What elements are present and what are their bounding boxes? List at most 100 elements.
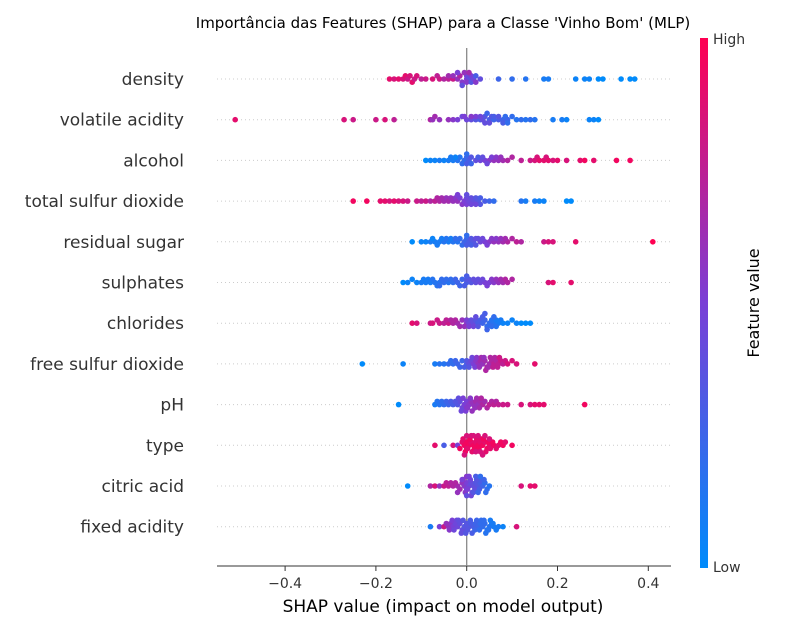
- shap-point: [509, 154, 515, 160]
- shap-point: [460, 517, 466, 524]
- shap-point: [487, 445, 494, 452]
- shap-point: [382, 198, 388, 204]
- shap-point: [457, 323, 463, 330]
- shap-point: [502, 439, 509, 445]
- shap-point: [463, 273, 470, 279]
- shap-point: [427, 523, 434, 530]
- shap-point: [470, 276, 477, 283]
- shap-point: [591, 116, 597, 123]
- shap-point: [618, 76, 624, 82]
- shap-point: [409, 276, 416, 283]
- shap-point: [481, 476, 487, 483]
- shap-point: [484, 242, 490, 248]
- shap-point: [504, 361, 511, 367]
- shap-point: [541, 401, 547, 408]
- shap-point: [563, 157, 570, 164]
- shap-point: [500, 401, 506, 408]
- shap-point: [473, 314, 479, 320]
- shap-point: [452, 317, 459, 323]
- shap-point: [504, 120, 511, 126]
- shap-point: [484, 282, 490, 289]
- shap-point: [461, 69, 468, 76]
- shap-point: [438, 276, 445, 283]
- shap-point: [486, 120, 493, 126]
- shap-point: [404, 483, 411, 489]
- shap-point: [467, 517, 474, 524]
- shap-point: [509, 76, 515, 82]
- shap-point: [484, 160, 490, 167]
- shap-point: [429, 320, 436, 327]
- shap-point: [509, 357, 515, 364]
- shap-point: [518, 116, 524, 123]
- shap-point: [504, 401, 511, 408]
- shap-point: [472, 527, 478, 533]
- row-gridlines: [217, 78, 671, 528]
- shap-point: [448, 357, 454, 364]
- shap-point: [466, 323, 472, 330]
- shap-point: [458, 530, 465, 536]
- shap-point: [475, 489, 481, 496]
- shap-point: [459, 82, 466, 89]
- shap-points: [232, 69, 656, 536]
- shap-point: [541, 239, 547, 245]
- shap-point: [581, 401, 588, 408]
- shap-point: [436, 76, 443, 82]
- colorbar-label: Feature value: [744, 248, 763, 357]
- shap-point: [436, 523, 443, 530]
- shap-point: [509, 276, 515, 283]
- shap-point: [359, 361, 366, 367]
- shap-point: [432, 157, 438, 164]
- shap-point: [495, 401, 502, 408]
- shap-point: [504, 157, 511, 164]
- shap-point: [483, 489, 489, 496]
- shap-point: [432, 113, 438, 120]
- shap-point: [482, 432, 488, 439]
- shap-point: [482, 198, 488, 204]
- shap-point: [500, 523, 506, 530]
- shap-point: [448, 398, 454, 405]
- shap-point: [409, 239, 416, 245]
- shap-point: [502, 276, 509, 283]
- shap-point: [545, 157, 552, 164]
- shap-point: [470, 432, 477, 439]
- shap-point: [454, 69, 461, 76]
- shap-point: [484, 110, 490, 117]
- shap-point: [485, 364, 492, 370]
- shap-point: [448, 276, 454, 283]
- shap-point: [509, 317, 515, 323]
- shap-point: [423, 76, 429, 82]
- shap-point: [395, 76, 402, 82]
- shap-point: [377, 198, 384, 204]
- shap-point: [479, 452, 486, 458]
- shap-point: [466, 364, 472, 370]
- shap-point: [436, 282, 443, 289]
- x-tick-label: 0.2: [546, 576, 568, 592]
- shap-point: [414, 198, 420, 204]
- shap-point: [490, 364, 496, 370]
- shap-point: [454, 191, 461, 198]
- shap-point: [450, 116, 456, 123]
- shap-point: [518, 239, 524, 245]
- shap-point: [443, 317, 450, 323]
- shap-point: [452, 357, 459, 364]
- shap-point: [443, 276, 450, 283]
- shap-point: [457, 364, 463, 370]
- shap-point: [464, 486, 471, 493]
- shap-point: [495, 76, 502, 82]
- shap-point: [492, 354, 498, 361]
- x-tick-label: 0.0: [456, 576, 478, 592]
- shap-point: [485, 527, 492, 533]
- shap-point: [457, 154, 463, 160]
- shap-point: [627, 157, 633, 164]
- shap-point: [466, 473, 472, 480]
- shap-point: [449, 517, 456, 524]
- shap-point: [443, 520, 450, 527]
- shap-point: [481, 354, 487, 361]
- shap-point: [496, 354, 503, 361]
- shap-point: [414, 320, 420, 327]
- shap-point: [464, 445, 471, 452]
- shap-point: [486, 483, 493, 489]
- shap-point: [522, 320, 529, 327]
- shap-point: [536, 198, 543, 204]
